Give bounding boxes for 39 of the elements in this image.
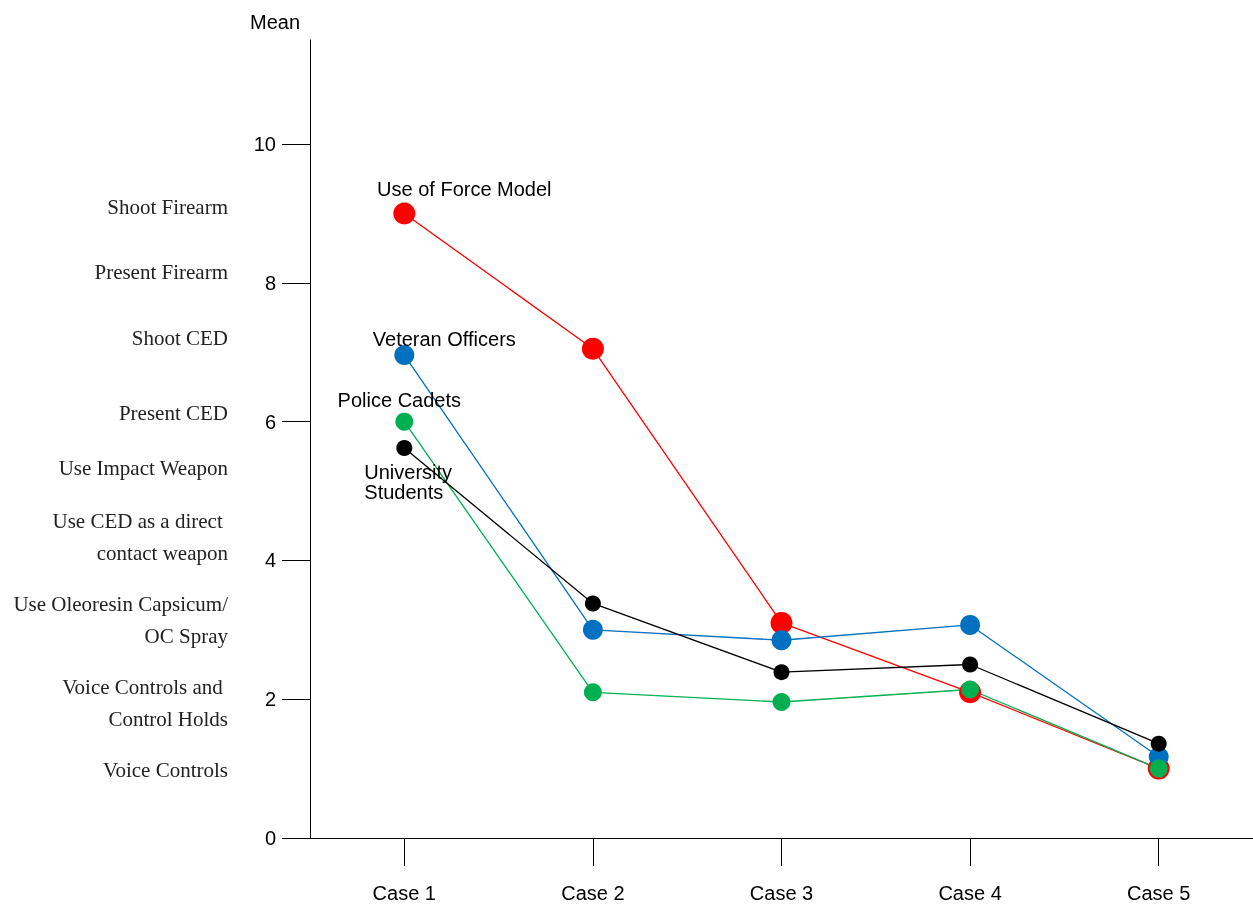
series-label: Veteran Officers: [372, 328, 516, 351]
x-tick-label: Case 5: [1127, 882, 1191, 904]
x-tick-label: Case 2: [561, 882, 625, 904]
point: [962, 656, 979, 673]
y-tick-label: 10: [253, 133, 276, 156]
point: [393, 202, 416, 225]
series-label: Use of Force Model: [377, 178, 552, 201]
y-axis-title: Mean: [249, 11, 300, 33]
text: Use CED as a direct contact weapon: [52, 509, 229, 565]
text: Voice Controls and Control Holds: [62, 675, 228, 731]
text: Present Firearm: [94, 260, 228, 284]
point: [1150, 735, 1167, 752]
point: [395, 412, 414, 431]
text: Use Oleoresin Capsicum/OC Spray: [13, 592, 229, 648]
point: [773, 664, 790, 681]
point: [960, 614, 981, 635]
point: [394, 345, 415, 366]
text: Use Impact Weapon: [58, 456, 229, 480]
y-tick-label: 6: [264, 410, 276, 433]
point: [583, 683, 602, 702]
point: [396, 440, 413, 457]
y-tick-label: 2: [264, 688, 276, 711]
y-tick-label: 8: [264, 271, 276, 294]
point: [771, 630, 792, 651]
point: [582, 619, 603, 640]
text: Voice Controls: [102, 758, 228, 782]
y-tick-label: 4: [264, 549, 276, 572]
point: [584, 595, 601, 612]
text: Shoot Firearm: [107, 195, 228, 219]
x-tick-label: Case 3: [749, 882, 814, 904]
y-tick-label: 0: [264, 827, 276, 849]
x-tick-label: Case 4: [938, 882, 1002, 904]
point: [961, 680, 980, 699]
text: Present CED: [118, 401, 228, 425]
point: [770, 611, 793, 634]
point: [581, 337, 604, 360]
x-tick-label: Case 1: [372, 882, 436, 904]
text: Shoot CED: [131, 326, 228, 350]
point: [772, 693, 791, 711]
